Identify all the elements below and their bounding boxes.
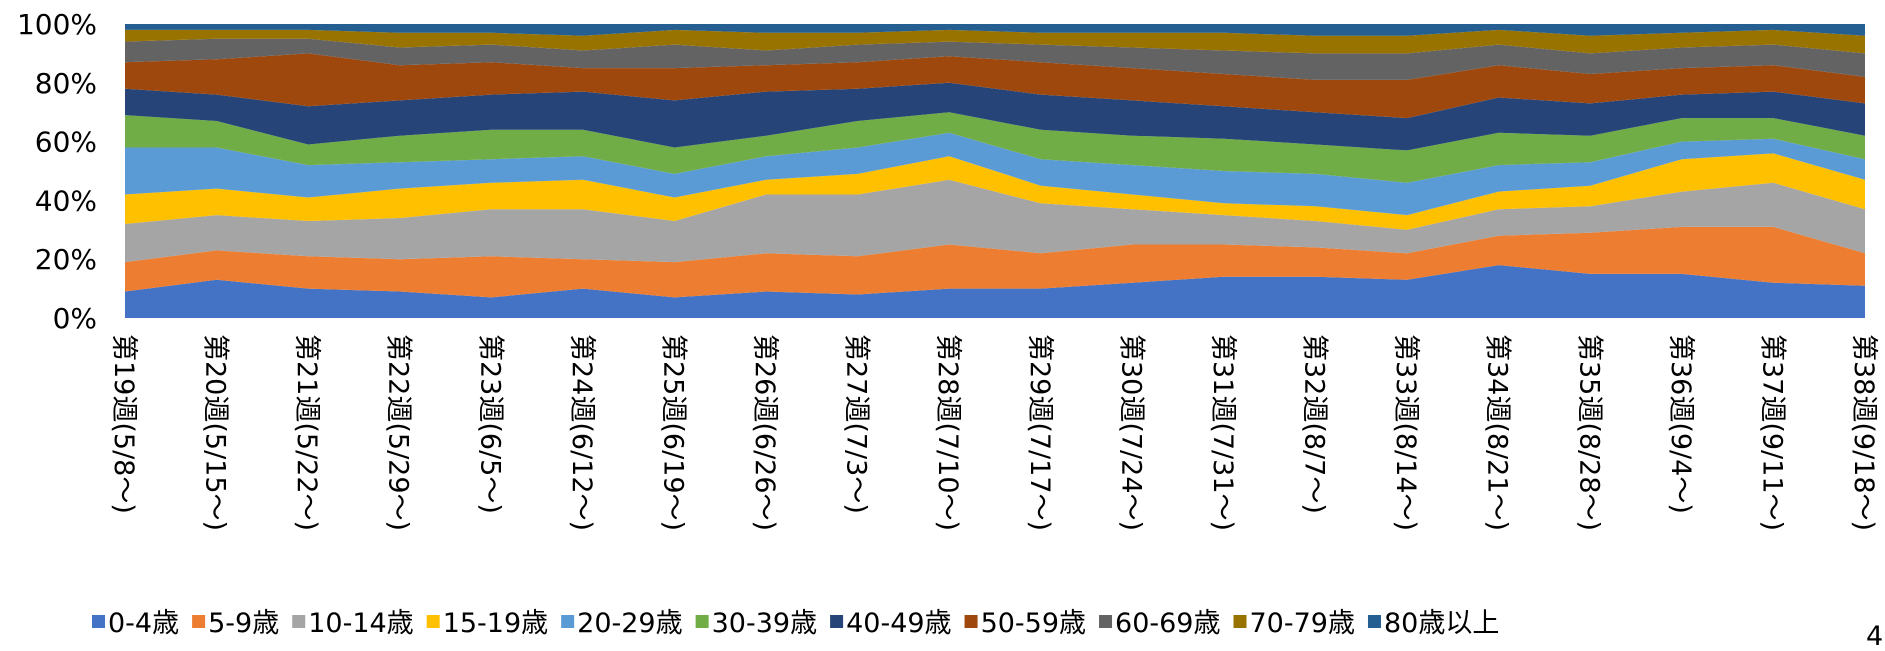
area-series-4: [125, 132, 1865, 216]
x-tick-label: 第32週(8/7～): [1299, 334, 1330, 514]
legend-item-0: 0-4歳: [92, 608, 179, 639]
legend-item-10: 80歳以上: [1367, 608, 1499, 639]
area-series-3: [125, 153, 1865, 230]
area-series-2: [125, 179, 1865, 263]
legend-label: 10-14歳: [308, 608, 413, 639]
area-series-6: [125, 82, 1865, 151]
x-tick-label: 第25週(6/19～): [657, 334, 688, 531]
legend-item-9: 70-79歳: [1233, 608, 1355, 639]
legend-label: 30-39歳: [712, 608, 817, 639]
x-tick-label: 第29週(7/17～): [1024, 334, 1055, 531]
area-series-1: [125, 226, 1865, 298]
x-tick-label: 第19週(5/8～): [108, 334, 139, 514]
legend-item-3: 15-19歳: [426, 608, 548, 639]
legend-swatch: [292, 615, 306, 628]
y-tick-label: 40%: [35, 184, 97, 217]
legend-swatch: [830, 615, 844, 628]
x-tick-label: 第28週(7/10～): [932, 334, 963, 531]
legend-item-8: 60-69歳: [1099, 608, 1221, 639]
y-tick-label: 0%: [53, 302, 97, 335]
legend-swatch: [964, 615, 978, 628]
x-tick-label: 第27週(7/3～): [841, 334, 872, 514]
legend-swatch: [92, 615, 105, 628]
legend-label: 80歳以上: [1384, 608, 1499, 639]
legend-item-5: 30-39歳: [695, 608, 817, 639]
x-tick-label: 第23週(6/5～): [474, 334, 505, 514]
legend-label: 70-79歳: [1250, 608, 1355, 639]
area-series-10: [125, 24, 1865, 36]
area-series-8: [125, 38, 1865, 80]
legend-label: 0-4歳: [108, 608, 179, 639]
x-tick-label: 第34週(8/21～): [1482, 334, 1513, 531]
x-tick-label: 第36週(9/4～): [1665, 334, 1696, 514]
legend-swatch: [192, 615, 206, 628]
page-number: 4: [1866, 621, 1883, 651]
x-tick-label: 第37週(9/11～): [1756, 334, 1787, 531]
legend-label: 50-59歳: [981, 608, 1086, 639]
legend: 0-4歳 5-9歳 10-14歳 15-19歳 20-29歳 30-39歳 40-49歳 50…: [92, 608, 1499, 639]
legend-swatch: [1367, 615, 1381, 628]
x-tick-label: 第31週(7/31～): [1207, 334, 1238, 531]
y-axis: 0% 20% 40% 60% 80% 100%: [17, 8, 97, 335]
x-tick-label: 第26週(6/26～): [749, 334, 780, 531]
y-tick-label: 80%: [35, 67, 97, 100]
legend-swatch: [426, 615, 440, 628]
area-series-7: [125, 53, 1865, 119]
legend-label: 20-29歳: [577, 608, 682, 639]
legend-swatch: [1233, 615, 1247, 628]
area-series-0: [125, 265, 1865, 318]
area-series-5: [125, 112, 1865, 183]
x-axis: 第19週(5/8～) 第20週(5/15～) 第21週(5/22～) 第22週(5/2…: [108, 334, 1879, 531]
y-tick-label: 60%: [35, 126, 97, 159]
legend-item-2: 10-14歳: [292, 608, 414, 639]
legend-item-7: 50-59歳: [964, 608, 1086, 639]
area-layers: [125, 24, 1865, 318]
legend-swatch: [561, 615, 575, 628]
x-tick-label: 第33週(8/14～): [1390, 334, 1421, 531]
x-tick-label: 第22週(5/29～): [383, 334, 414, 531]
legend-label: 5-9歳: [208, 608, 279, 639]
legend-swatch: [1099, 615, 1113, 628]
legend-label: 40-49歳: [846, 608, 951, 639]
area-series-9: [125, 29, 1865, 54]
legend-swatch: [695, 615, 709, 628]
legend-label: 15-19歳: [443, 608, 548, 639]
y-tick-label: 100%: [17, 8, 97, 41]
legend-item-1: 5-9歳: [192, 608, 279, 639]
x-tick-label: 第21週(5/22～): [291, 334, 322, 531]
y-tick-label: 20%: [35, 243, 97, 276]
legend-item-4: 20-29歳: [561, 608, 683, 639]
x-tick-label: 第20週(5/15～): [200, 334, 231, 531]
x-tick-label: 第38週(9/18～): [1848, 334, 1879, 531]
x-tick-label: 第30週(7/24～): [1115, 334, 1146, 531]
x-tick-label: 第35週(8/28～): [1573, 334, 1604, 531]
legend-label: 60-69歳: [1115, 608, 1220, 639]
x-tick-label: 第24週(6/12～): [566, 334, 597, 531]
legend-item-6: 40-49歳: [830, 608, 952, 639]
